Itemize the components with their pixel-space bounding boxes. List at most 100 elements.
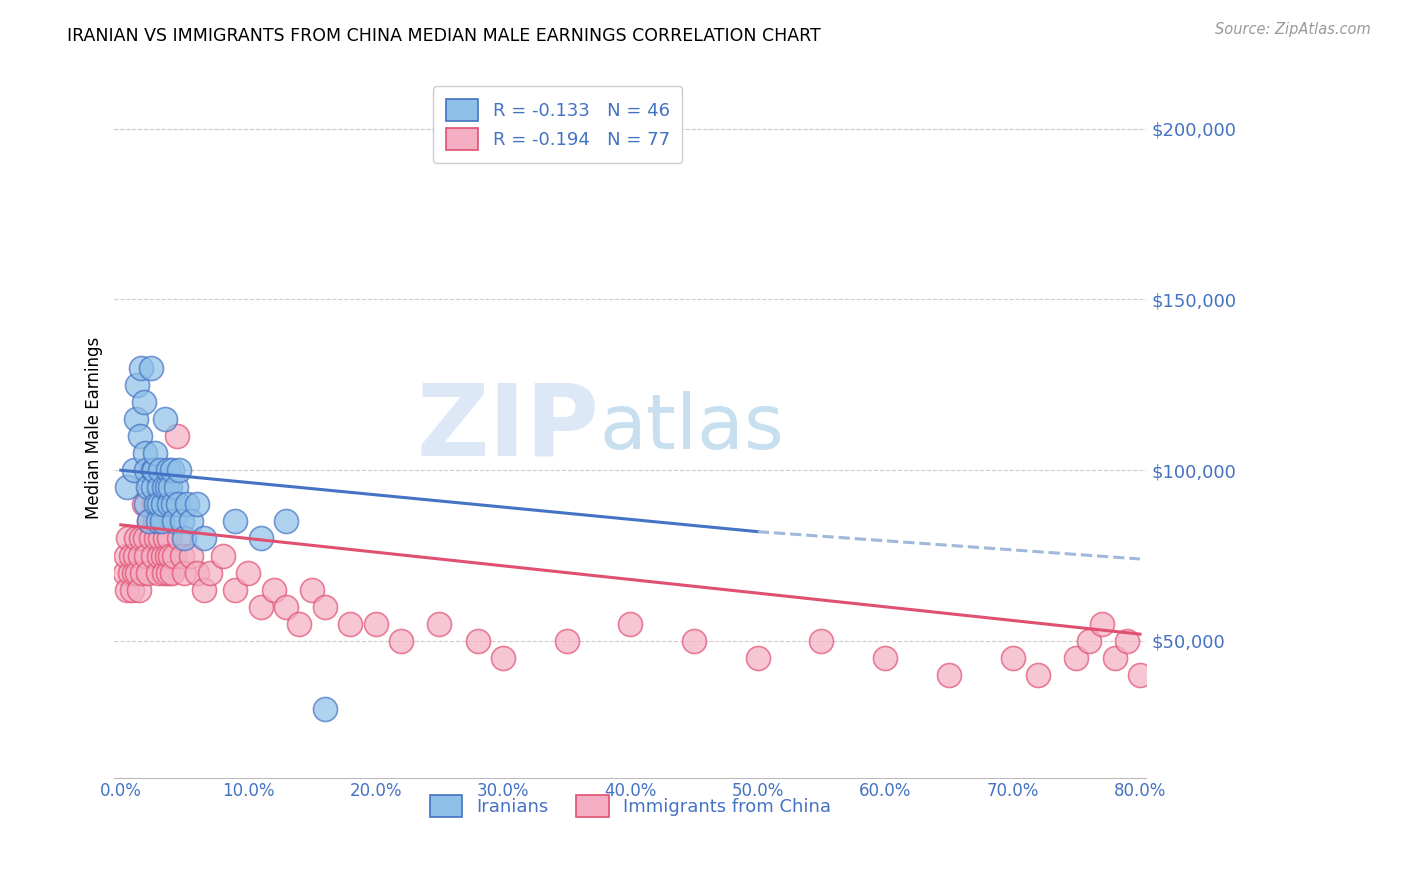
Point bbox=[165, 480, 187, 494]
Point bbox=[619, 616, 641, 631]
Point bbox=[128, 429, 150, 443]
Point bbox=[132, 497, 155, 511]
Point bbox=[747, 651, 769, 665]
Point bbox=[1001, 651, 1024, 665]
Point bbox=[176, 497, 198, 511]
Point bbox=[314, 599, 336, 614]
Point bbox=[301, 582, 323, 597]
Point bbox=[157, 532, 180, 546]
Point bbox=[263, 582, 285, 597]
Point bbox=[156, 480, 179, 494]
Point bbox=[118, 566, 141, 580]
Legend: Iranians, Immigrants from China: Iranians, Immigrants from China bbox=[423, 788, 838, 824]
Point bbox=[152, 549, 174, 563]
Point bbox=[238, 566, 260, 580]
Point bbox=[162, 497, 184, 511]
Point bbox=[1116, 634, 1139, 648]
Point bbox=[683, 634, 706, 648]
Point bbox=[157, 497, 180, 511]
Point bbox=[193, 582, 215, 597]
Point bbox=[121, 582, 143, 597]
Point bbox=[148, 549, 170, 563]
Point bbox=[169, 463, 191, 477]
Point bbox=[129, 532, 152, 546]
Point bbox=[146, 515, 169, 529]
Point bbox=[138, 515, 160, 529]
Text: atlas: atlas bbox=[599, 391, 785, 465]
Point bbox=[127, 566, 149, 580]
Point bbox=[128, 549, 150, 563]
Point bbox=[125, 412, 148, 426]
Point bbox=[211, 549, 233, 563]
Point bbox=[163, 549, 186, 563]
Point bbox=[143, 446, 166, 460]
Point bbox=[148, 497, 170, 511]
Point bbox=[129, 360, 152, 375]
Point bbox=[134, 446, 156, 460]
Point bbox=[155, 412, 177, 426]
Point bbox=[156, 566, 179, 580]
Point bbox=[142, 480, 165, 494]
Point bbox=[155, 532, 177, 546]
Point bbox=[122, 463, 145, 477]
Point bbox=[143, 515, 166, 529]
Point bbox=[160, 463, 183, 477]
Point bbox=[142, 463, 165, 477]
Point bbox=[167, 497, 190, 511]
Point bbox=[131, 566, 153, 580]
Point bbox=[124, 549, 146, 563]
Point bbox=[169, 532, 191, 546]
Point bbox=[145, 532, 167, 546]
Point bbox=[427, 616, 450, 631]
Point bbox=[170, 549, 193, 563]
Point bbox=[153, 566, 176, 580]
Point bbox=[555, 634, 578, 648]
Point bbox=[115, 582, 138, 597]
Point bbox=[148, 480, 170, 494]
Point bbox=[1104, 651, 1126, 665]
Point bbox=[141, 360, 163, 375]
Point bbox=[938, 668, 960, 682]
Point bbox=[288, 616, 311, 631]
Y-axis label: Median Male Earnings: Median Male Earnings bbox=[86, 336, 103, 518]
Point bbox=[132, 395, 155, 409]
Point bbox=[224, 582, 246, 597]
Point bbox=[152, 497, 174, 511]
Point bbox=[492, 651, 515, 665]
Point bbox=[135, 497, 157, 511]
Point bbox=[149, 463, 172, 477]
Point bbox=[142, 497, 165, 511]
Point bbox=[810, 634, 832, 648]
Point bbox=[875, 651, 897, 665]
Point bbox=[166, 429, 188, 443]
Point bbox=[160, 566, 183, 580]
Point bbox=[1091, 616, 1114, 631]
Point bbox=[117, 532, 139, 546]
Point bbox=[135, 549, 157, 563]
Point bbox=[159, 480, 181, 494]
Point bbox=[135, 463, 157, 477]
Point bbox=[134, 532, 156, 546]
Point bbox=[198, 566, 221, 580]
Point bbox=[170, 515, 193, 529]
Point bbox=[173, 532, 195, 546]
Point bbox=[139, 463, 162, 477]
Point bbox=[142, 549, 165, 563]
Point bbox=[156, 463, 179, 477]
Point bbox=[156, 549, 179, 563]
Point bbox=[467, 634, 489, 648]
Point bbox=[339, 616, 361, 631]
Point bbox=[389, 634, 412, 648]
Point bbox=[128, 582, 150, 597]
Text: ZIP: ZIP bbox=[416, 379, 599, 476]
Point bbox=[1026, 668, 1049, 682]
Point bbox=[153, 480, 176, 494]
Point bbox=[1129, 668, 1152, 682]
Point bbox=[138, 515, 160, 529]
Point bbox=[1078, 634, 1101, 648]
Point bbox=[136, 566, 159, 580]
Point bbox=[186, 497, 208, 511]
Point bbox=[314, 702, 336, 716]
Point bbox=[186, 566, 208, 580]
Point bbox=[142, 463, 165, 477]
